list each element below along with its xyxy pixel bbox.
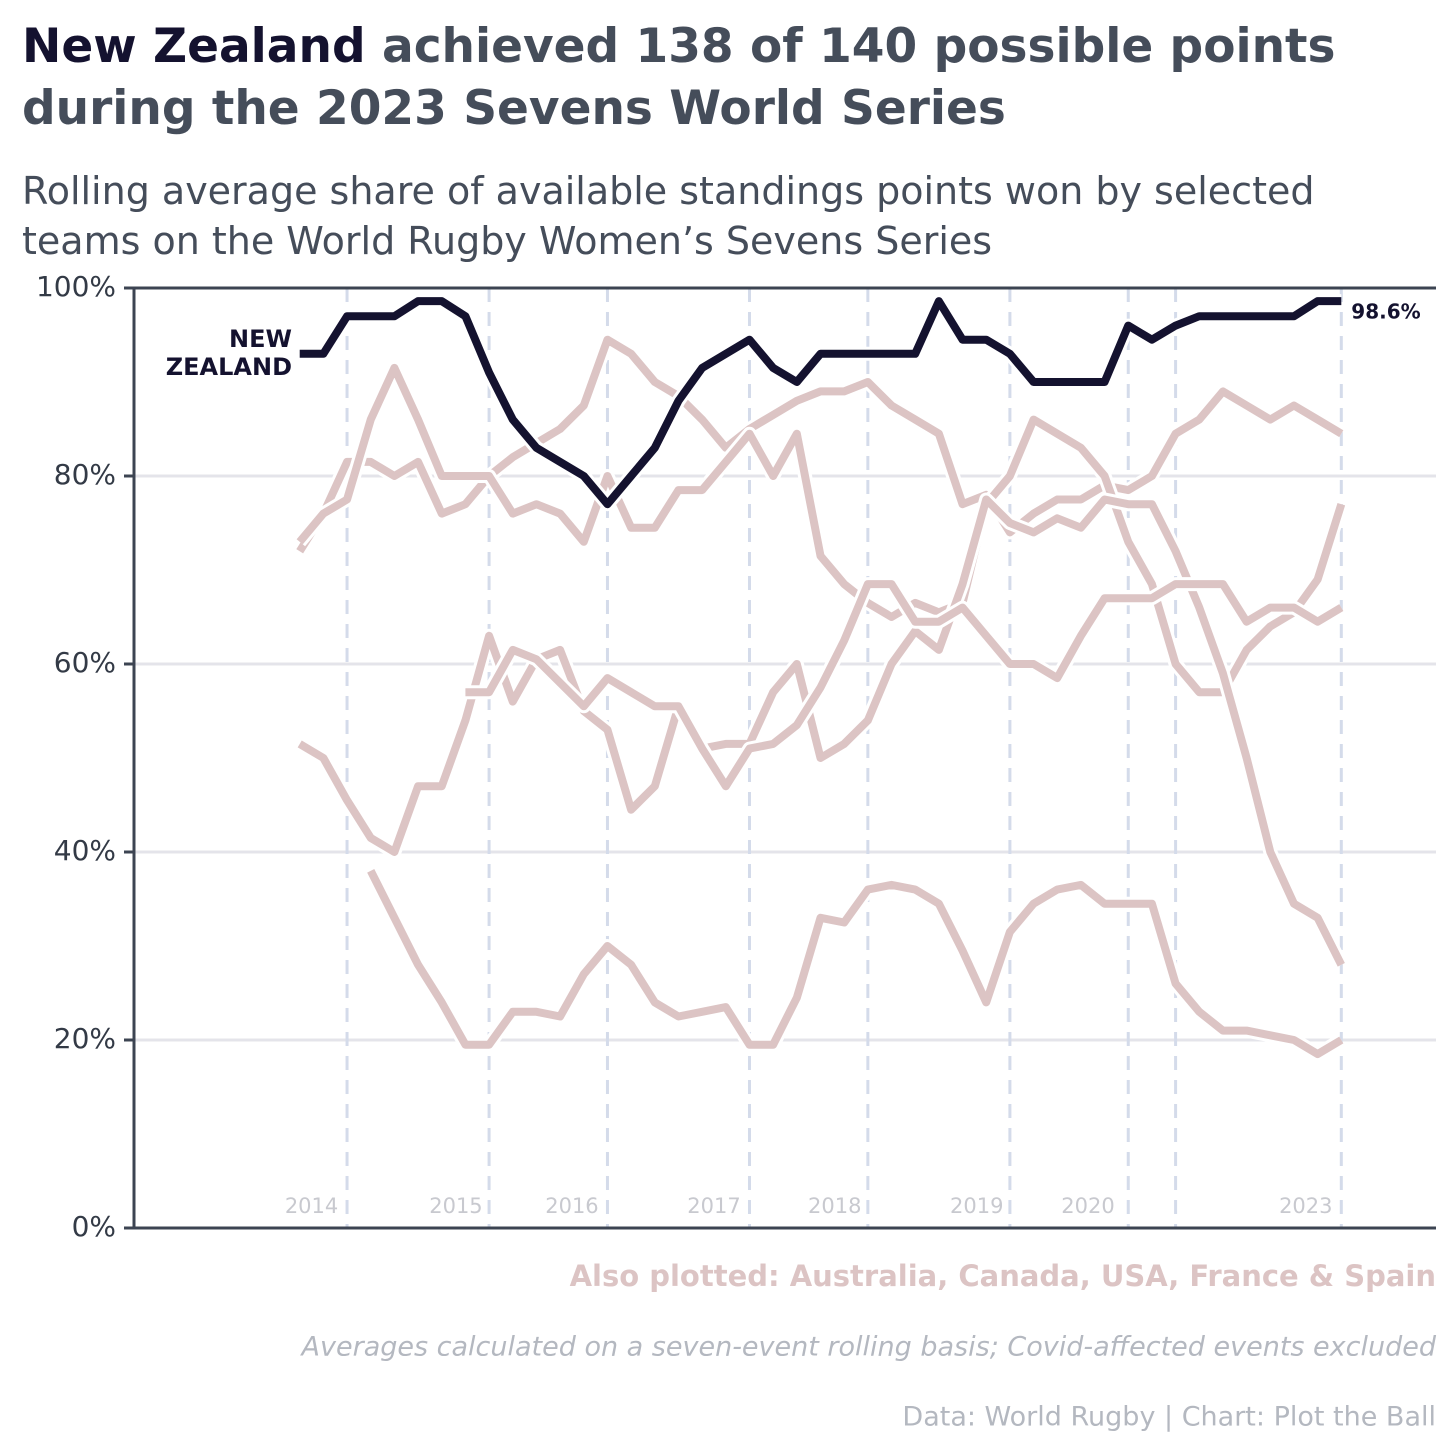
- title-text: achieved 138 of 140 possible points duri…: [22, 19, 1336, 136]
- y-tick-label: 100%: [36, 270, 116, 303]
- chart-subtitle: Rolling average share of available stand…: [22, 169, 1315, 263]
- chart-title: New Zealand achieved 138 of 140 possible…: [22, 16, 1412, 140]
- axes-layer: 0% 20% 40% 60% 80% 100% 2014 2015 2016 2017 2018 20…: [36, 270, 1436, 1243]
- y-tick-label: 40%: [54, 834, 116, 867]
- y-tick-label: 80%: [54, 458, 116, 491]
- x-tick-label: 2014: [285, 1194, 338, 1218]
- x-tick-label: 2020: [1061, 1194, 1114, 1218]
- title-highlight: New Zealand: [22, 19, 366, 74]
- series-label-line: ZEALAND: [166, 353, 292, 381]
- y-tick-label: 60%: [54, 646, 116, 679]
- series-line: [296, 363, 1346, 697]
- y-tick-label: 0%: [72, 1210, 116, 1243]
- line-halo: [364, 867, 1345, 1062]
- note: Averages calculated on a seven-event rol…: [300, 1332, 1437, 1363]
- annotation: Also plotted: Australia, Canada, USA, Fr…: [570, 1259, 1436, 1293]
- series-label: NEW ZEALAND: [166, 325, 292, 381]
- x-tick-label: 2015: [429, 1194, 482, 1218]
- x-tick-label: 2016: [545, 1194, 598, 1218]
- source: Data: World Rugby | Chart: Plot the Ball: [902, 1402, 1436, 1433]
- series-line: [465, 580, 1344, 791]
- series-line: [367, 869, 1344, 1059]
- series-label-line: NEW: [229, 325, 292, 353]
- x-tick-label: 2023: [1279, 1194, 1332, 1218]
- lines-layer: NEW ZEALAND 98.6%: [166, 294, 1421, 1062]
- line-halo: [294, 360, 1348, 700]
- series-line: [296, 335, 1344, 554]
- x-tick-label: 2019: [950, 1194, 1003, 1218]
- x-tick-label: 2017: [687, 1194, 740, 1218]
- x-tick-label: 2018: [808, 1194, 861, 1218]
- y-tick-label: 20%: [54, 1022, 116, 1055]
- series-line: [299, 297, 1342, 509]
- value-label: 98.6%: [1351, 300, 1420, 324]
